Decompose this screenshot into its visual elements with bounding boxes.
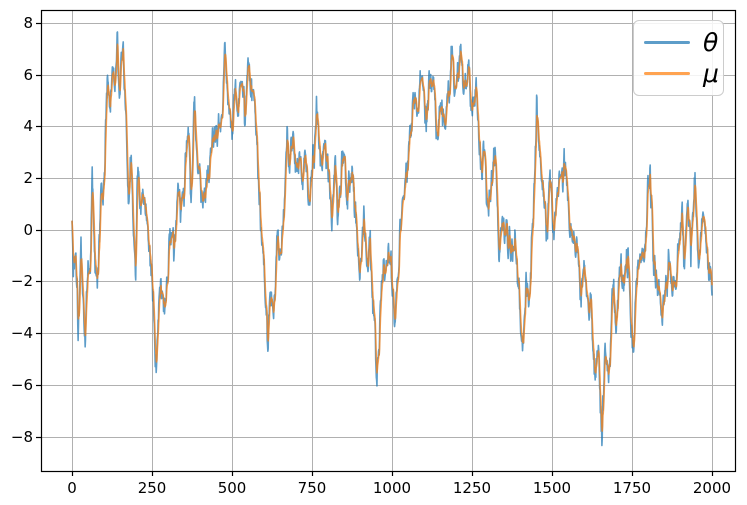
y-tick-label: 6 xyxy=(23,65,33,84)
y-tick-label: 0 xyxy=(23,220,33,239)
legend-entry-theta: θ xyxy=(644,28,719,57)
y-tick-label: −2 xyxy=(10,272,33,291)
x-tick-label: 1000 xyxy=(372,479,412,497)
x-tick-label: 500 xyxy=(217,479,247,497)
y-tick-label: 8 xyxy=(23,13,33,32)
legend: θ μ xyxy=(633,20,724,96)
x-tick-label: 750 xyxy=(297,479,327,497)
x-tick-label: 2000 xyxy=(692,479,732,497)
y-tick-label: −8 xyxy=(10,427,33,446)
y-tick-label: −6 xyxy=(10,375,33,394)
y-tick-label: 2 xyxy=(23,169,33,188)
mu-line-swatch xyxy=(644,71,690,76)
legend-label-mu: μ xyxy=(703,59,719,88)
x-tick-label: 1250 xyxy=(452,479,492,497)
legend-label-theta: θ xyxy=(703,28,719,57)
theta-line-swatch xyxy=(644,40,690,45)
x-tick-label: 250 xyxy=(137,479,167,497)
x-tick-label: 1500 xyxy=(532,479,572,497)
legend-entry-mu: μ xyxy=(644,61,719,86)
x-tick-label: 1750 xyxy=(612,479,652,497)
x-tick-label: 0 xyxy=(67,479,77,497)
y-tick-label: 4 xyxy=(23,117,33,136)
y-tick-label: −4 xyxy=(10,324,33,343)
